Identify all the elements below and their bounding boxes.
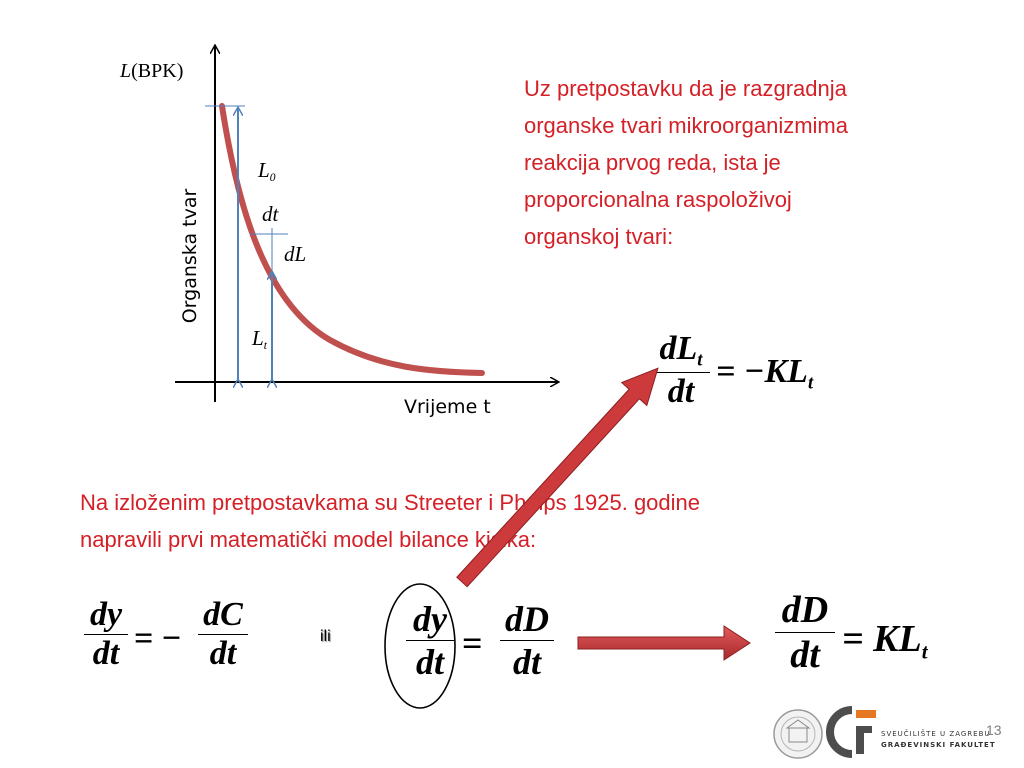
oxygen-fraction-right: dC dt	[198, 596, 248, 673]
label-dl: dL	[284, 242, 307, 266]
highlight-ellipse	[384, 583, 456, 709]
model-text: Na izloženim pretpostavkama su Streeter …	[80, 484, 700, 558]
first-order-numerator: dLt	[659, 330, 703, 371]
oxygen-fraction-left: dy dt	[84, 596, 128, 673]
label-lt: Lt	[252, 326, 267, 353]
hypothesis-line: proporcionalna raspoloživoj	[524, 187, 792, 212]
university-seal	[773, 709, 823, 759]
deficit-fraction-left: dy dt	[406, 598, 454, 683]
hypothesis-line: organskoj tvari:	[524, 224, 674, 249]
page-number: 13	[986, 722, 1002, 738]
first-order-denominator: dt	[667, 372, 695, 410]
y-unit-label: L(BPK)	[120, 60, 184, 82]
result-fraction: dD dt	[775, 588, 835, 677]
model-line: napravili prvi matematički model bilance…	[80, 527, 537, 552]
diagonal-arrow	[456, 367, 659, 588]
decay-graph	[175, 0, 600, 402]
horizontal-arrow	[577, 625, 751, 661]
connector-ili: ili	[320, 628, 331, 645]
hypothesis-line: organske tvari mikroorganizmima	[524, 113, 848, 138]
x-axis-title: Vrijeme t	[404, 396, 491, 418]
faculty-logo	[826, 706, 876, 758]
first-order-fraction: dLt dt	[652, 330, 710, 411]
hypothesis-line: Uz pretpostavku da je razgradnja	[524, 76, 847, 101]
result-rhs: = KLt	[842, 618, 928, 664]
institution-name: SVEUČILIŠTE U ZAGREBU GRAĐEVINSKI FAKULT…	[881, 730, 996, 749]
label-dt: dt	[262, 202, 279, 226]
deficit-fraction-right: dD dt	[500, 598, 554, 683]
hypothesis-line: reakcija prvog reda, ista je	[524, 150, 781, 175]
oxygen-operator: = −	[134, 620, 182, 657]
deficit-operator: =	[462, 623, 483, 663]
model-line: Na izloženim pretpostavkama su Streeter …	[80, 490, 701, 515]
hypothesis-text: Uz pretpostavku da je razgradnja organsk…	[524, 70, 848, 255]
first-order-rhs: = −KLt	[716, 353, 814, 394]
label-l0: L0	[258, 158, 276, 185]
